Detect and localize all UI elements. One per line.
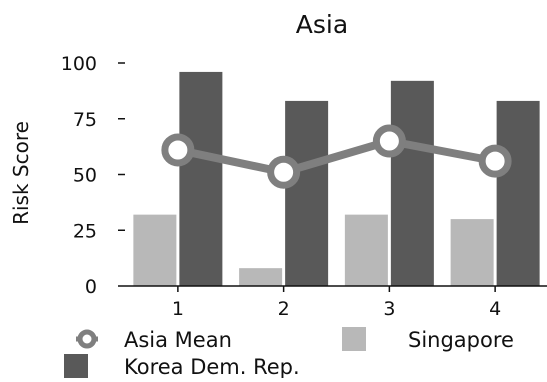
legend-label-korea-dem-rep-: Korea Dem. Rep. <box>124 355 300 378</box>
legend: Asia Mean Singapore Korea Dem. Rep. <box>64 327 514 379</box>
plot-area: 0 25 50 75 100 1 2 3 4 <box>61 53 547 320</box>
bar-singapore-4 <box>450 219 494 286</box>
line-asia-mean <box>177 136 496 177</box>
point-asia-mean-4 <box>478 144 512 178</box>
legend-swatch-korea-dem-rep- <box>64 354 88 378</box>
y-tick-label: 100 <box>61 53 97 75</box>
bar-korea-dem-rep--4 <box>496 100 540 286</box>
bar-singapore-2 <box>239 268 283 286</box>
y-tick-label: 75 <box>73 109 97 131</box>
bar-korea-dem-rep--2 <box>285 100 329 286</box>
point-asia-mean-1 <box>161 133 195 167</box>
x-tick-label: 3 <box>383 298 395 320</box>
point-asia-mean-3 <box>372 124 406 158</box>
bar-singapore-1 <box>133 214 177 286</box>
x-tick-label: 2 <box>278 298 290 320</box>
point-asia-mean-2 <box>267 155 301 189</box>
x-tick-label: 1 <box>172 298 184 320</box>
bar-korea-dem-rep--1 <box>179 71 223 286</box>
chart-title: Asia <box>296 10 348 39</box>
legend-marker-asia-mean <box>77 329 97 349</box>
bar-singapore-3 <box>344 214 388 286</box>
legend-swatch-singapore <box>342 327 366 351</box>
bar-korea-dem-rep--3 <box>390 80 434 286</box>
y-tick-label: 50 <box>73 165 97 187</box>
y-tick-label: 0 <box>85 276 97 298</box>
legend-label-asia-mean: Asia Mean <box>124 328 232 352</box>
legend-label-singapore: Singapore <box>408 328 514 352</box>
y-axis-label: Risk Score <box>9 121 33 225</box>
y-tick-label: 25 <box>73 220 97 242</box>
x-tick-label: 4 <box>489 298 501 320</box>
